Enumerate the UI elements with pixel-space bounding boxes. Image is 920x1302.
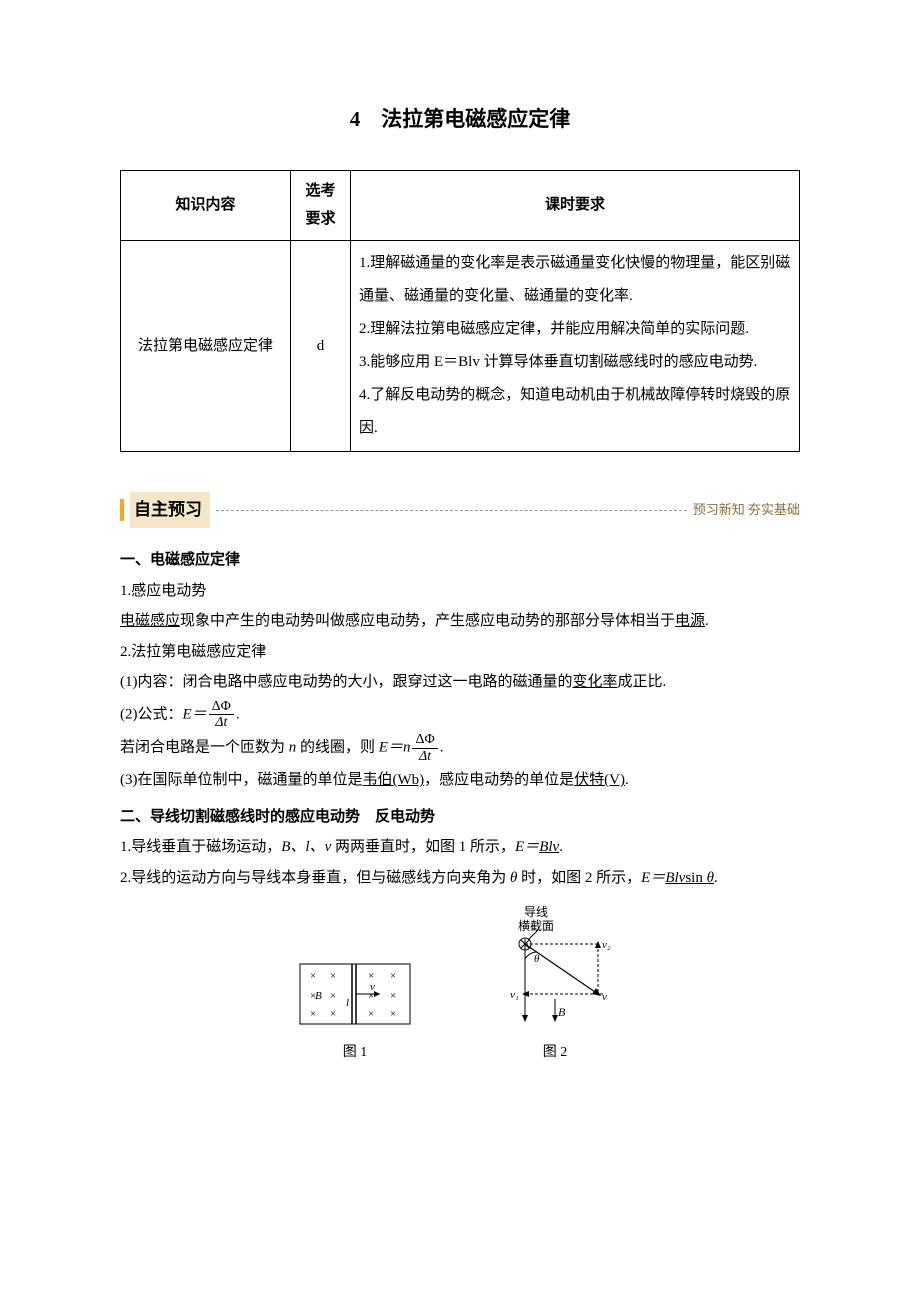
sec1-p5-frac: ΔΦΔt [412, 732, 437, 764]
sec2-heading: 二、导线切割磁感线时的感应电动势 反电动势 [120, 803, 800, 832]
figures-container: ×× ×× ×× B ×× ×× ×× v l 图 1 导线 横截面 [120, 904, 800, 1067]
sec1-heading: 一、电磁感应定律 [120, 546, 800, 575]
section-bar: 自主预习 预习新知 夯实基础 [120, 492, 800, 528]
sec1-p4-prefix: (2)公式： [120, 706, 183, 722]
fig2-svg: 导线 横截面 v v₂ [480, 904, 630, 1034]
svg-text:×: × [310, 970, 316, 982]
sec2-p1-a: 1.导线垂直于磁场运动， [120, 839, 281, 855]
req-text: 1.理解磁通量的变化率是表示磁通量变化快慢的物理量，能区别磁通量、磁通量的变化量… [359, 255, 790, 436]
sec1-p5: 若闭合电路是一个匝数为 n 的线圈，则 E＝nΔΦΔt. [120, 732, 800, 764]
sec1-p5-a: 若闭合电路是一个匝数为 [120, 740, 289, 756]
svg-text:×: × [330, 990, 336, 1002]
requirements-table: 知识内容 选考要求 课时要求 法拉第电磁感应定律 d 1.理解磁通量的变化率是表… [120, 170, 800, 452]
sec1-p1: 电磁感应现象中产生的电动势叫做感应电动势，产生感应电动势的那部分导体相当于电源. [120, 607, 800, 636]
svg-text:l: l [346, 997, 349, 1009]
sec1-p6: (3)在国际单位制中，磁通量的单位是韦伯(Wb)，感应电动势的单位是伏特(V). [120, 766, 800, 795]
svg-text:v₂: v₂ [602, 939, 611, 951]
sec1-p3: (1)内容：闭合电路中感应电动势的大小，跟穿过这一电路的磁通量的变化率成正比. [120, 668, 800, 697]
fig-row: ×× ×× ×× B ×× ×× ×× v l 图 1 导线 横截面 [120, 904, 800, 1067]
sec1-p4-suffix: . [236, 706, 240, 722]
sec2-p2-f: sin [685, 870, 706, 886]
sec2-p2-e: Blv [665, 870, 685, 886]
sec2-p1: 1.导线垂直于磁场运动，B、l、v 两两垂直时，如图 1 所示，E＝Blv. [120, 833, 800, 862]
sec2-p1-b: B、l、v [281, 839, 331, 855]
sec1-p3-c: 成正比. [618, 674, 667, 690]
sec1-p3-a: (1)内容：闭合电路中感应电动势的大小，跟穿过这一电路的磁通量的 [120, 674, 573, 690]
svg-text:v₁: v₁ [510, 989, 519, 1001]
section-bar-dash [216, 510, 687, 511]
sec1-p4-num: ΔΦ [209, 699, 234, 715]
sec1-p5-b: 的线圈，则 [296, 740, 379, 756]
svg-text:横截面: 横截面 [518, 919, 554, 933]
sec1-p1-c: 电源 [675, 613, 705, 629]
svg-text:×: × [310, 1008, 316, 1020]
sec1-p1-a: 电磁感应 [120, 613, 180, 629]
svg-text:B: B [315, 990, 322, 1002]
sec2-p2-eq: Blvsin θ [665, 870, 714, 886]
section-bar-accent [120, 499, 124, 521]
sec1-p6-b: 韦伯(Wb) [363, 772, 425, 788]
svg-text:×: × [390, 1008, 396, 1020]
fig1-svg: ×× ×× ×× B ×× ×× ×× v l [290, 954, 420, 1034]
fig1-box: ×× ×× ×× B ×× ×× ×× v l 图 1 [290, 954, 420, 1067]
sec1-p6-d: 伏特(V) [574, 772, 625, 788]
sec2-p2-d: E＝ [641, 870, 665, 886]
svg-text:v: v [370, 981, 375, 993]
sec1-p5-num: ΔΦ [412, 732, 437, 748]
sec1-p5-den: Δt [412, 749, 437, 764]
sec1-p4-lhs: E＝ [183, 706, 207, 722]
sec1-p1-d: . [705, 613, 709, 629]
svg-text:B: B [558, 1005, 566, 1019]
sec2-p2-g: θ [707, 870, 714, 886]
svg-text:θ: θ [534, 953, 540, 965]
svg-text:×: × [390, 990, 396, 1002]
svg-text:×: × [330, 970, 336, 982]
sec2-p2-h: . [714, 870, 718, 886]
svg-text:v: v [602, 991, 607, 1003]
sec2-p2: 2.导线的运动方向与导线本身垂直，但与磁感线方向夹角为 θ 时，如图 2 所示，… [120, 864, 800, 893]
table-header-row: 知识内容 选考要求 课时要求 [121, 170, 800, 240]
sec1-p5-suffix: . [440, 740, 444, 756]
sec2-p2-c: 时，如图 2 所示， [517, 870, 641, 886]
cell-level: d [291, 240, 351, 451]
sec1-p4-den: Δt [209, 715, 234, 730]
fig2-caption: 图 2 [480, 1040, 630, 1067]
section-bar-tail: 预习新知 夯实基础 [693, 498, 800, 523]
svg-text:×: × [368, 1008, 374, 1020]
cell-topic: 法拉第电磁感应定律 [121, 240, 291, 451]
sec1-p6-e: . [625, 772, 629, 788]
section-bar-label: 自主预习 [130, 492, 210, 528]
sec2-p1-f: . [559, 839, 563, 855]
th-topic: 知识内容 [121, 170, 291, 240]
sec1-p3-b: 变化率 [573, 674, 618, 690]
sec1-p4-frac: ΔΦΔt [209, 699, 234, 731]
svg-text:×: × [330, 1008, 336, 1020]
sec2-p2-a: 2.导线的运动方向与导线本身垂直，但与磁感线方向夹角为 [120, 870, 510, 886]
svg-text:×: × [390, 970, 396, 982]
table-row: 法拉第电磁感应定律 d 1.理解磁通量的变化率是表示磁通量变化快慢的物理量，能区… [121, 240, 800, 451]
sec1-p5-lhs: E＝n [379, 740, 411, 756]
sec2-p1-d: E＝ [515, 839, 539, 855]
sec1-p1-b: 现象中产生的电动势叫做感应电动势，产生感应电动势的那部分导体相当于 [180, 613, 675, 629]
svg-text:导线: 导线 [524, 905, 548, 919]
th-req: 课时要求 [351, 170, 800, 240]
sec1-p1-label: 1.感应电动势 [120, 577, 800, 606]
sec1-p6-c: ，感应电动势的单位是 [424, 772, 574, 788]
th-level: 选考要求 [291, 170, 351, 240]
sec2-p1-e: Blv [539, 839, 559, 855]
sec1-p6-a: (3)在国际单位制中，磁通量的单位是 [120, 772, 363, 788]
sec2-p1-c: 两两垂直时，如图 1 所示， [331, 839, 515, 855]
fig1-caption: 图 1 [290, 1040, 420, 1067]
sec1-p4: (2)公式：E＝ΔΦΔt. [120, 699, 800, 731]
page-title: 4 法拉第电磁感应定律 [120, 100, 800, 140]
fig2-box: 导线 横截面 v v₂ [480, 904, 630, 1067]
cell-requirements: 1.理解磁通量的变化率是表示磁通量变化快慢的物理量，能区别磁通量、磁通量的变化量… [351, 240, 800, 451]
sec1-p2-label: 2.法拉第电磁感应定律 [120, 638, 800, 667]
